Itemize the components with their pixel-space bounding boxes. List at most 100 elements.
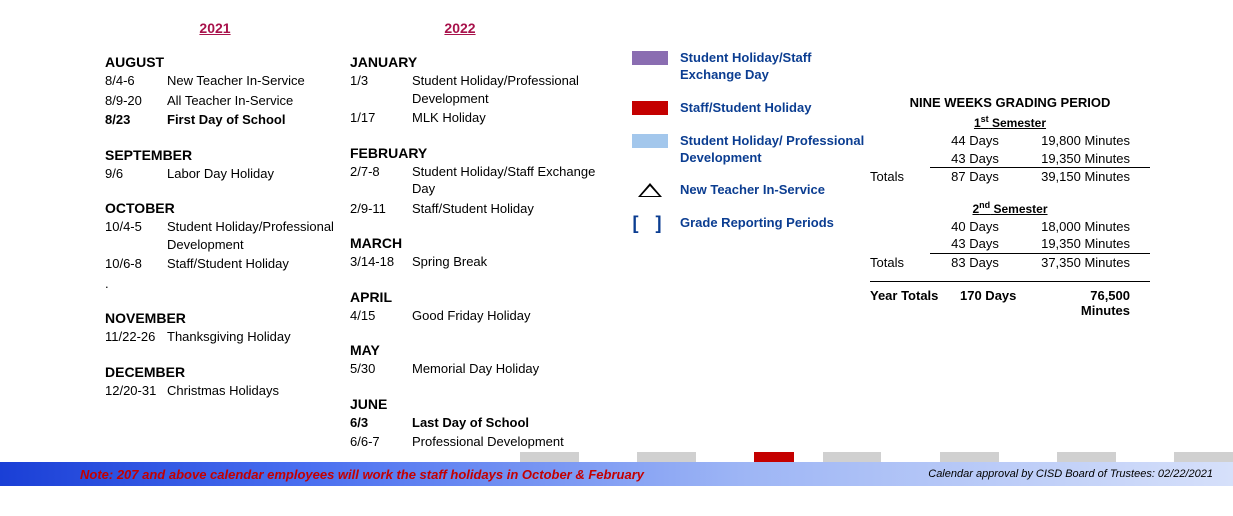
- footer-note: Note: 207 and above calendar employees w…: [80, 467, 644, 482]
- event-desc: Professional Development: [412, 433, 620, 451]
- event-date: 8/23: [105, 111, 167, 129]
- event-desc: Good Friday Holiday: [412, 307, 620, 325]
- grading-days: 43 Days: [930, 150, 1020, 169]
- totals-label: Totals: [870, 254, 930, 272]
- year-totals-label: Year Totals: [870, 288, 960, 318]
- column-2021: 2021 AUGUST8/4-6New Teacher In-Service8/…: [105, 20, 345, 417]
- event-date: 1/3: [350, 72, 412, 107]
- grading-mins: 19,800 Minutes: [1020, 132, 1150, 150]
- totals-mins: 39,150 Minutes: [1020, 168, 1150, 186]
- event-date: 3/14-18: [350, 253, 412, 271]
- semester-1-totals: Totals 87 Days 39,150 Minutes: [870, 168, 1150, 186]
- footer-box: [637, 452, 696, 462]
- month-name: APRIL: [350, 289, 620, 305]
- event-row: 2/7-8Student Holiday/Staff Exchange Day: [350, 163, 620, 198]
- event-desc: Student Holiday/Professional Development: [167, 218, 345, 253]
- grading-row: 43 Days19,350 Minutes: [870, 150, 1150, 169]
- brackets-icon: [ ]: [633, 213, 668, 234]
- event-date: 11/22-26: [105, 328, 167, 346]
- grading-days: 40 Days: [930, 218, 1020, 236]
- event-desc: Staff/Student Holiday: [412, 200, 620, 218]
- event-row: 9/6Labor Day Holiday: [105, 165, 345, 183]
- grading-row: 44 Days19,800 Minutes: [870, 132, 1150, 150]
- month-block: MAY5/30Memorial Day Holiday: [350, 342, 620, 378]
- year-header-2021: 2021: [185, 20, 245, 36]
- months-2022: JANUARY1/3Student Holiday/Professional D…: [350, 54, 620, 451]
- footer-box: [520, 452, 579, 462]
- grading-days: 44 Days: [930, 132, 1020, 150]
- grading-mins: 19,350 Minutes: [1020, 150, 1150, 169]
- footer-box: [579, 452, 638, 462]
- event-row: 6/3Last Day of School: [350, 414, 620, 432]
- semester-1-rows: 44 Days19,800 Minutes43 Days19,350 Minut…: [870, 132, 1150, 168]
- month-name: FEBRUARY: [350, 145, 620, 161]
- event-row: 10/4-5Student Holiday/Professional Devel…: [105, 218, 345, 253]
- months-2021: AUGUST8/4-6New Teacher In-Service8/9-20A…: [105, 54, 345, 399]
- footer-box: [1116, 452, 1175, 462]
- grading-row: 43 Days19,350 Minutes: [870, 235, 1150, 254]
- event-date: 6/3: [350, 414, 412, 432]
- grading-row: 40 Days18,000 Minutes: [870, 218, 1150, 236]
- event-desc: Last Day of School: [412, 414, 620, 432]
- event-date: 10/4-5: [105, 218, 167, 253]
- semester-2-rows: 40 Days18,000 Minutes43 Days19,350 Minut…: [870, 218, 1150, 254]
- event-row: 2/9-11Staff/Student Holiday: [350, 200, 620, 218]
- event-desc: New Teacher In-Service: [167, 72, 345, 90]
- event-date: 5/30: [350, 360, 412, 378]
- totals-days: 83 Days: [930, 254, 1020, 272]
- semester-1-title: 1st Semester: [870, 114, 1150, 130]
- footer-box: [1057, 452, 1116, 462]
- footer-box: [1174, 452, 1233, 462]
- month-block: APRIL 4/15Good Friday Holiday: [350, 289, 620, 325]
- event-row: 1/17MLK Holiday: [350, 109, 620, 127]
- month-block: NOVEMBER11/22-26Thanksgiving Holiday: [105, 310, 345, 346]
- event-date: 1/17: [350, 109, 412, 127]
- footer-box: [696, 452, 755, 462]
- legend-icon: [630, 50, 670, 66]
- event-date: 4/15: [350, 307, 412, 325]
- legend-icon: [ ]: [630, 215, 670, 231]
- footer-box: [940, 452, 999, 462]
- footer-box: [754, 452, 793, 462]
- month-block: DECEMBER12/20-31Christmas Holidays: [105, 364, 345, 400]
- event-desc: Labor Day Holiday: [167, 165, 345, 183]
- month-name: DECEMBER: [105, 364, 345, 380]
- month-name: AUGUST: [105, 54, 345, 70]
- event-desc: Student Holiday/Staff Exchange Day: [412, 163, 620, 198]
- event-row: 5/30Memorial Day Holiday: [350, 360, 620, 378]
- year-totals: Year Totals 170 Days 76,500 Minutes: [870, 281, 1150, 318]
- legend-row: New Teacher In-Service: [630, 182, 870, 199]
- legend-text: New Teacher In-Service: [680, 182, 825, 199]
- footer-box: [881, 452, 940, 462]
- legend-icon: [630, 133, 670, 149]
- grading-days: 43 Days: [930, 235, 1020, 254]
- footer-boxes: [520, 452, 1233, 462]
- event-desc: Memorial Day Holiday: [412, 360, 620, 378]
- event-row: 10/6-8Staff/Student Holiday: [105, 255, 345, 273]
- event-desc: Christmas Holidays: [167, 382, 345, 400]
- column-2022: 2022 JANUARY1/3Student Holiday/Professio…: [350, 20, 620, 469]
- month-block: SEPTEMBER9/6Labor Day Holiday: [105, 147, 345, 183]
- event-row: 3/14-18Spring Break: [350, 253, 620, 271]
- legend-icon: [630, 100, 670, 116]
- event-desc: MLK Holiday: [412, 109, 620, 127]
- month-block: JANUARY1/3Student Holiday/Professional D…: [350, 54, 620, 127]
- legend-row: [ ] Grade Reporting Periods: [630, 215, 870, 232]
- swatch-purple-icon: [632, 51, 668, 65]
- month-name: JUNE: [350, 396, 620, 412]
- event-row: .: [105, 275, 345, 293]
- event-date: .: [105, 275, 167, 293]
- event-date: 8/9-20: [105, 92, 167, 110]
- grading-mins: 19,350 Minutes: [1020, 235, 1150, 254]
- swatch-blue-icon: [632, 134, 668, 148]
- calendar-legend-page: 2021 AUGUST8/4-6New Teacher In-Service8/…: [0, 0, 1233, 516]
- legend-text: Grade Reporting Periods: [680, 215, 834, 232]
- swatch-red-icon: [632, 101, 668, 115]
- legend-text: Student Holiday/Staff Exchange Day: [680, 50, 870, 84]
- totals-mins: 37,350 Minutes: [1020, 254, 1150, 272]
- event-row: 8/23First Day of School: [105, 111, 345, 129]
- event-date: 9/6: [105, 165, 167, 183]
- month-block: JUNE6/3Last Day of School6/6-7Profession…: [350, 396, 620, 451]
- legend-row: Student Holiday/ Professional Developmen…: [630, 133, 870, 167]
- month-block: FEBRUARY 2/7-8Student Holiday/Staff Excha…: [350, 145, 620, 218]
